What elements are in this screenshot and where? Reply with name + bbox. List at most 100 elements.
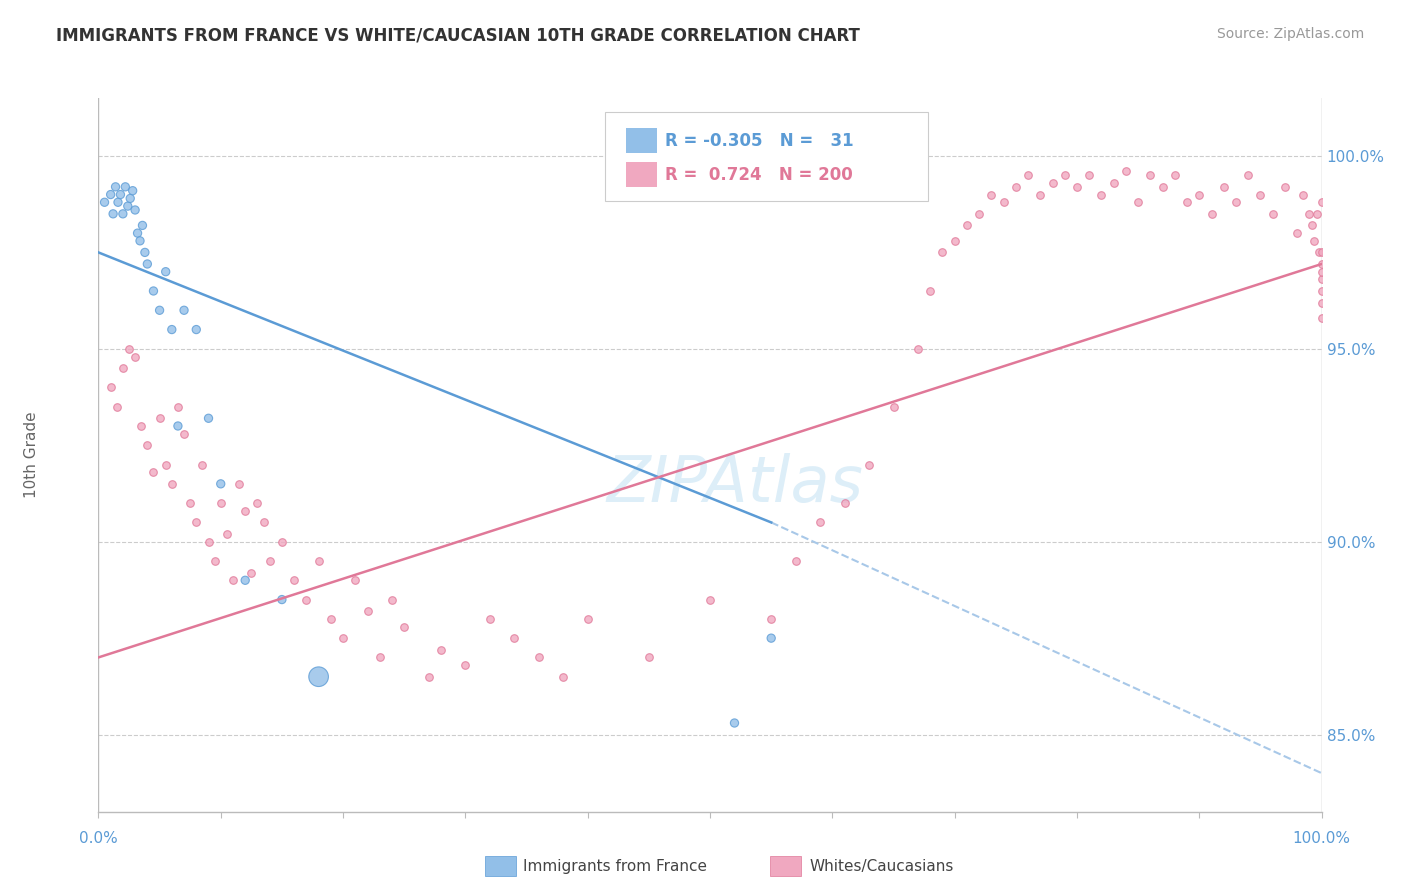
Point <box>142 465 165 479</box>
Point <box>117 199 139 213</box>
Point <box>1306 207 1329 221</box>
Point <box>943 234 966 248</box>
Point <box>222 574 245 588</box>
Point <box>228 476 250 491</box>
Point <box>576 612 599 626</box>
Point <box>1261 207 1284 221</box>
Point <box>167 400 190 414</box>
Point <box>368 650 391 665</box>
Point <box>1128 195 1150 210</box>
Point <box>179 496 201 510</box>
Point <box>149 303 172 318</box>
Point <box>252 516 274 530</box>
Text: Whites/Caucasians: Whites/Caucasians <box>810 859 955 873</box>
Point <box>149 411 172 425</box>
Point <box>332 631 354 645</box>
Point <box>1164 168 1187 182</box>
Point <box>1017 168 1039 182</box>
Point <box>883 400 905 414</box>
Point <box>186 322 208 336</box>
Point <box>129 419 152 434</box>
Point <box>209 496 232 510</box>
Point <box>111 207 134 221</box>
Point <box>308 554 330 568</box>
Point <box>1188 187 1211 202</box>
Point <box>980 187 1002 202</box>
Point <box>1298 207 1320 221</box>
Point <box>259 554 281 568</box>
Point <box>1310 257 1333 271</box>
Text: 100.0%: 100.0% <box>1292 831 1351 846</box>
Point <box>920 284 942 298</box>
Point <box>1308 245 1330 260</box>
Point <box>129 234 152 248</box>
Point <box>638 650 661 665</box>
Point <box>1152 179 1174 194</box>
Point <box>197 534 219 549</box>
Point <box>993 195 1015 210</box>
Point <box>204 554 226 568</box>
Point <box>124 202 146 217</box>
Point <box>1310 245 1333 260</box>
Point <box>967 207 990 221</box>
Text: R = -0.305   N =   31: R = -0.305 N = 31 <box>665 132 853 150</box>
Point <box>1225 195 1247 210</box>
Point <box>1310 310 1333 325</box>
Point <box>160 322 183 336</box>
Point <box>1292 187 1315 202</box>
Point <box>295 592 318 607</box>
Point <box>723 716 745 731</box>
Point <box>114 179 136 194</box>
Point <box>1301 219 1323 233</box>
Point <box>155 265 177 279</box>
Point <box>1115 164 1137 178</box>
Point <box>186 516 208 530</box>
Point <box>858 458 880 472</box>
Point <box>1042 176 1064 190</box>
Point <box>956 219 979 233</box>
Point <box>418 670 440 684</box>
Point <box>160 476 183 491</box>
Point <box>110 187 132 202</box>
Point <box>527 650 550 665</box>
Point <box>136 257 159 271</box>
Point <box>381 592 404 607</box>
Point <box>392 619 416 633</box>
Point <box>105 400 128 414</box>
Point <box>1139 168 1161 182</box>
Point <box>1250 187 1272 202</box>
Point <box>270 592 294 607</box>
Point <box>1310 195 1333 210</box>
Point <box>121 184 143 198</box>
Text: Immigrants from France: Immigrants from France <box>523 859 707 873</box>
Point <box>215 527 238 541</box>
Point <box>93 195 115 210</box>
Point <box>104 179 127 194</box>
Point <box>127 226 149 240</box>
Point <box>118 342 141 356</box>
Point <box>197 411 219 425</box>
Point <box>1201 207 1223 221</box>
Point <box>553 670 575 684</box>
Point <box>761 631 783 645</box>
Point <box>1066 179 1088 194</box>
Point <box>503 631 526 645</box>
Point <box>111 361 134 376</box>
Point <box>246 496 269 510</box>
Point <box>270 534 294 549</box>
Point <box>1078 168 1101 182</box>
Point <box>761 612 783 626</box>
Point <box>167 419 190 434</box>
Point <box>1310 284 1333 298</box>
Point <box>1310 295 1333 310</box>
Point <box>699 592 721 607</box>
Text: 0.0%: 0.0% <box>79 831 118 846</box>
Point <box>131 219 153 233</box>
Point <box>173 303 195 318</box>
Point <box>155 458 177 472</box>
Point <box>233 574 256 588</box>
Text: 10th Grade: 10th Grade <box>24 411 38 499</box>
Point <box>1175 195 1198 210</box>
Point <box>1090 187 1112 202</box>
Point <box>478 612 501 626</box>
